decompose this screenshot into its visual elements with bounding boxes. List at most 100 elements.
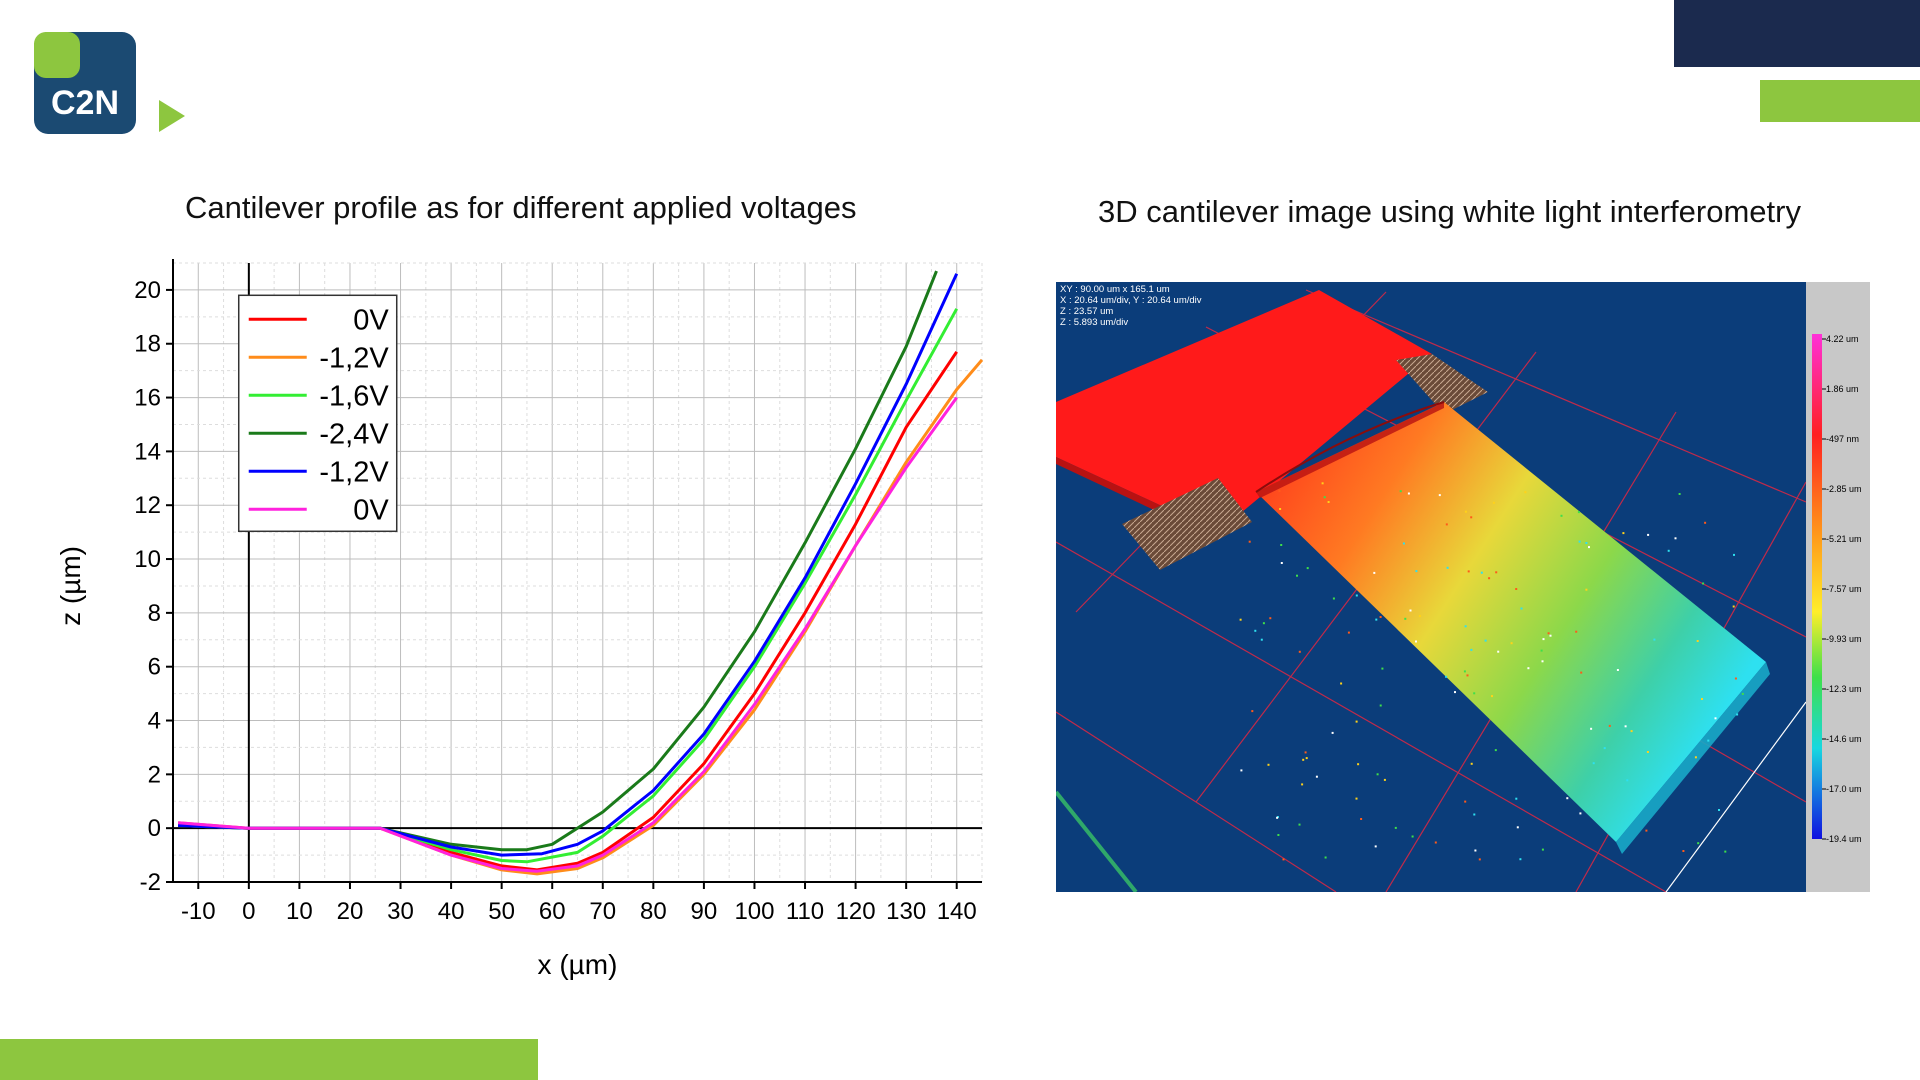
scan-info-line: XY : 90.00 um x 165.1 um [1060,284,1170,295]
scan-info-line: X : 20.64 um/div, Y : 20.64 um/div [1060,295,1202,306]
noise-speck [1542,638,1545,641]
scale-label: -17.0 um [1826,784,1862,794]
noise-speck [1411,835,1414,838]
series-line-5 [177,396,958,873]
noise-speck [1240,769,1243,772]
c2n-logo: C2N [34,32,136,134]
noise-speck [1298,650,1301,653]
noise-speck [1549,634,1552,637]
noise-speck [1304,751,1307,754]
noise-speck [1315,775,1318,778]
noise-speck [1402,542,1405,545]
y-tick-label: -2 [140,869,161,896]
noise-speck [1667,549,1670,552]
noise-speck [1646,751,1649,753]
noise-speck [1470,648,1473,651]
noise-speck [1560,514,1563,517]
scale-label: -497 nm [1826,434,1859,444]
noise-speck [1541,848,1544,851]
noise-speck [1415,570,1418,573]
noise-speck [1707,739,1710,742]
y-tick-label: 18 [134,331,161,358]
noise-speck [1407,492,1410,495]
noise-speck [1415,640,1417,643]
noise-speck [1327,501,1330,503]
noise-speck [1547,632,1550,635]
x-tick-label: 70 [589,898,616,925]
noise-speck [1445,523,1448,526]
noise-speck [1592,762,1595,765]
y-tick-label: 2 [148,761,161,788]
y-axis-label: z (µm) [55,546,86,626]
green-corner-bar [1760,80,1920,122]
anchor-rough-right [1396,354,1488,414]
noise-speck [1470,762,1473,765]
noise-speck [1399,490,1402,493]
noise-speck [1347,631,1350,634]
noise-speck [1579,812,1582,815]
noise-speck [1262,622,1265,625]
noise-speck [1701,698,1703,700]
noise-speck [1260,638,1263,641]
noise-speck [1520,607,1523,610]
noise-speck [1645,829,1648,832]
noise-speck [1254,629,1257,632]
noise-speck [1647,533,1650,536]
noise-speck [1418,615,1421,617]
noise-speck [1491,695,1493,698]
x-axis-label: x (µm) [538,949,618,980]
noise-speck [1578,540,1581,543]
noise-speck [1497,650,1500,653]
scale-label: -5.21 um [1826,534,1862,544]
noise-speck [1473,692,1476,695]
noise-speck [1357,763,1360,766]
green-footer-bar [0,1039,538,1080]
series-line-4 [178,273,959,857]
y-tick-label: 14 [134,438,161,465]
legend-label: -2,4V [319,418,389,450]
noise-speck [1379,616,1382,618]
noise-speck [1355,594,1358,597]
x-tick-label: 140 [937,898,977,925]
y-tick-label: 0 [148,815,161,842]
noise-speck [1527,667,1530,670]
noise-speck [1697,842,1700,845]
noise-speck [1331,731,1334,734]
x-tick-label: -10 [181,898,216,925]
noise-speck [1454,691,1456,694]
noise-speck [1515,797,1518,800]
noise-speck [1510,642,1513,645]
noise-speck [1622,532,1625,535]
noise-speck [1734,677,1737,680]
y-tick-label: 8 [148,600,161,627]
noise-speck [1516,826,1519,829]
noise-speck [1251,710,1254,713]
scale-label: 4.22 um [1826,334,1859,344]
noise-speck [1305,757,1308,760]
noise-speck [1704,521,1707,524]
noise-speck [1360,818,1363,820]
noise-speck [1467,570,1470,573]
noise-speck [1575,630,1578,633]
x-tick-label: 20 [337,898,364,925]
scale-label: -2.85 um [1826,484,1862,494]
noise-speck [1630,730,1633,733]
noise-speck [1306,567,1309,570]
x-tick-label: 100 [734,898,774,925]
legend-label: -1,2V [319,342,389,374]
noise-speck [1279,508,1282,510]
chart-caption: Cantilever profile as for different appl… [185,190,857,225]
scan-info-line: Z : 5.893 um/div [1060,317,1128,328]
logo-text: C2N [51,84,119,122]
x-tick-label: 30 [387,898,414,925]
y-tick-label: 10 [134,546,161,573]
noise-speck [1394,826,1397,829]
noise-speck [1577,511,1580,514]
interferometry-caption: 3D cantilever image using white light in… [1098,194,1801,229]
y-tick-label: 20 [134,277,161,304]
noise-speck [1474,849,1477,852]
noise-speck [1682,850,1685,852]
cantilever-beam [1256,402,1766,842]
noise-speck [1524,491,1527,494]
noise-speck [1494,749,1497,752]
